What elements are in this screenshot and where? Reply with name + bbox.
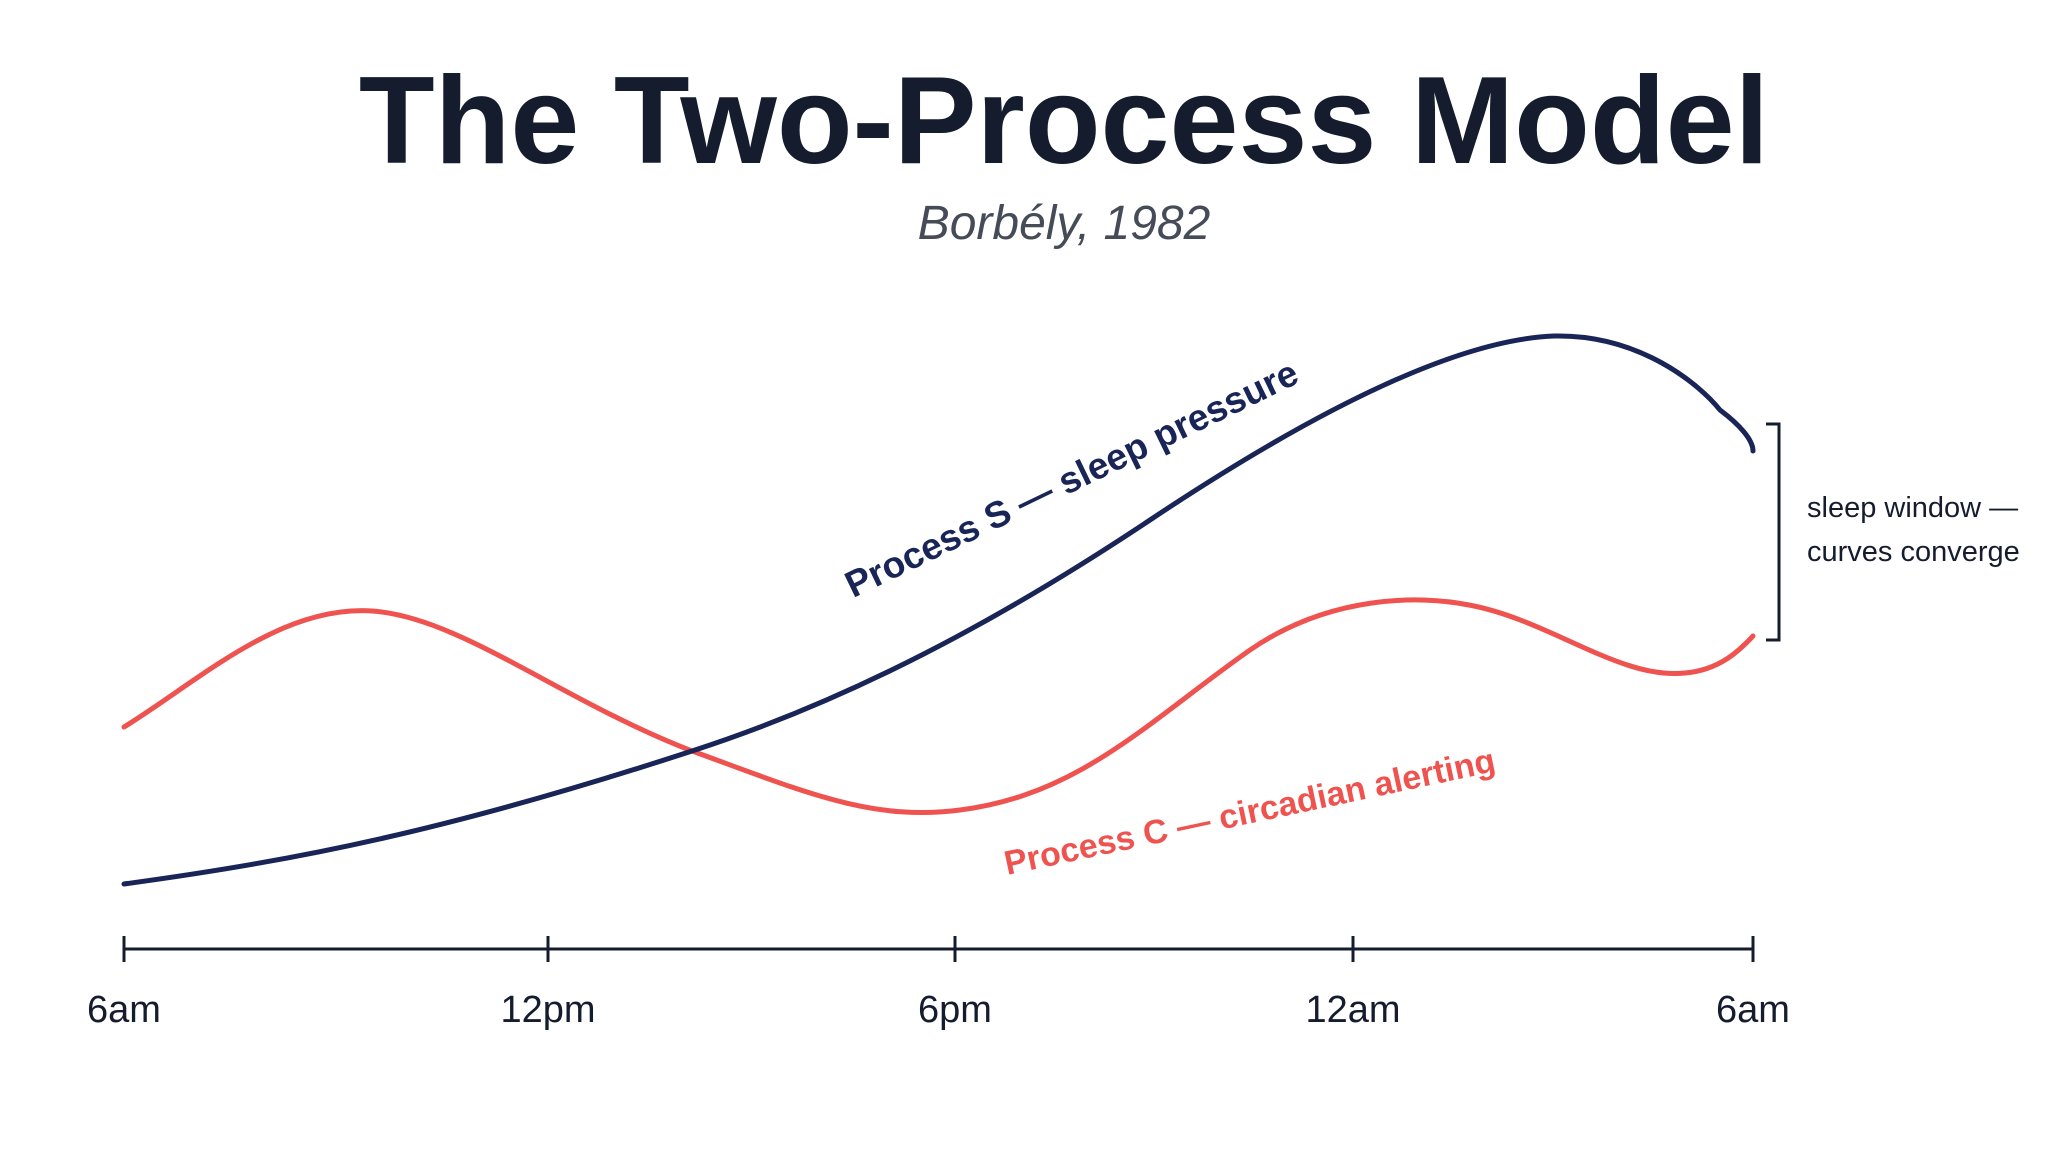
axis-label: 6pm xyxy=(918,989,992,1031)
annotation-line: sleep window — xyxy=(1807,492,2018,524)
axis-label: 12am xyxy=(1305,989,1400,1031)
axis-labels: 6am 12pm 6pm 12am 6am xyxy=(87,989,1790,1031)
title: The Two-Process Model xyxy=(359,52,1769,190)
annotation-line: curves converge xyxy=(1807,536,2020,568)
sleep-window-bracket xyxy=(1766,422,1781,642)
axis-label: 12pm xyxy=(500,989,595,1031)
axis-label: 6am xyxy=(87,989,161,1031)
process-s-curve xyxy=(121,333,1756,887)
axis-ticks xyxy=(122,936,1755,962)
axis-label: 6am xyxy=(1716,989,1790,1031)
process-c-label: Process C — circadian alerting xyxy=(1001,742,1499,883)
subtitle: Borbély, 1982 xyxy=(918,197,1211,250)
process-c-curve xyxy=(121,597,1756,815)
